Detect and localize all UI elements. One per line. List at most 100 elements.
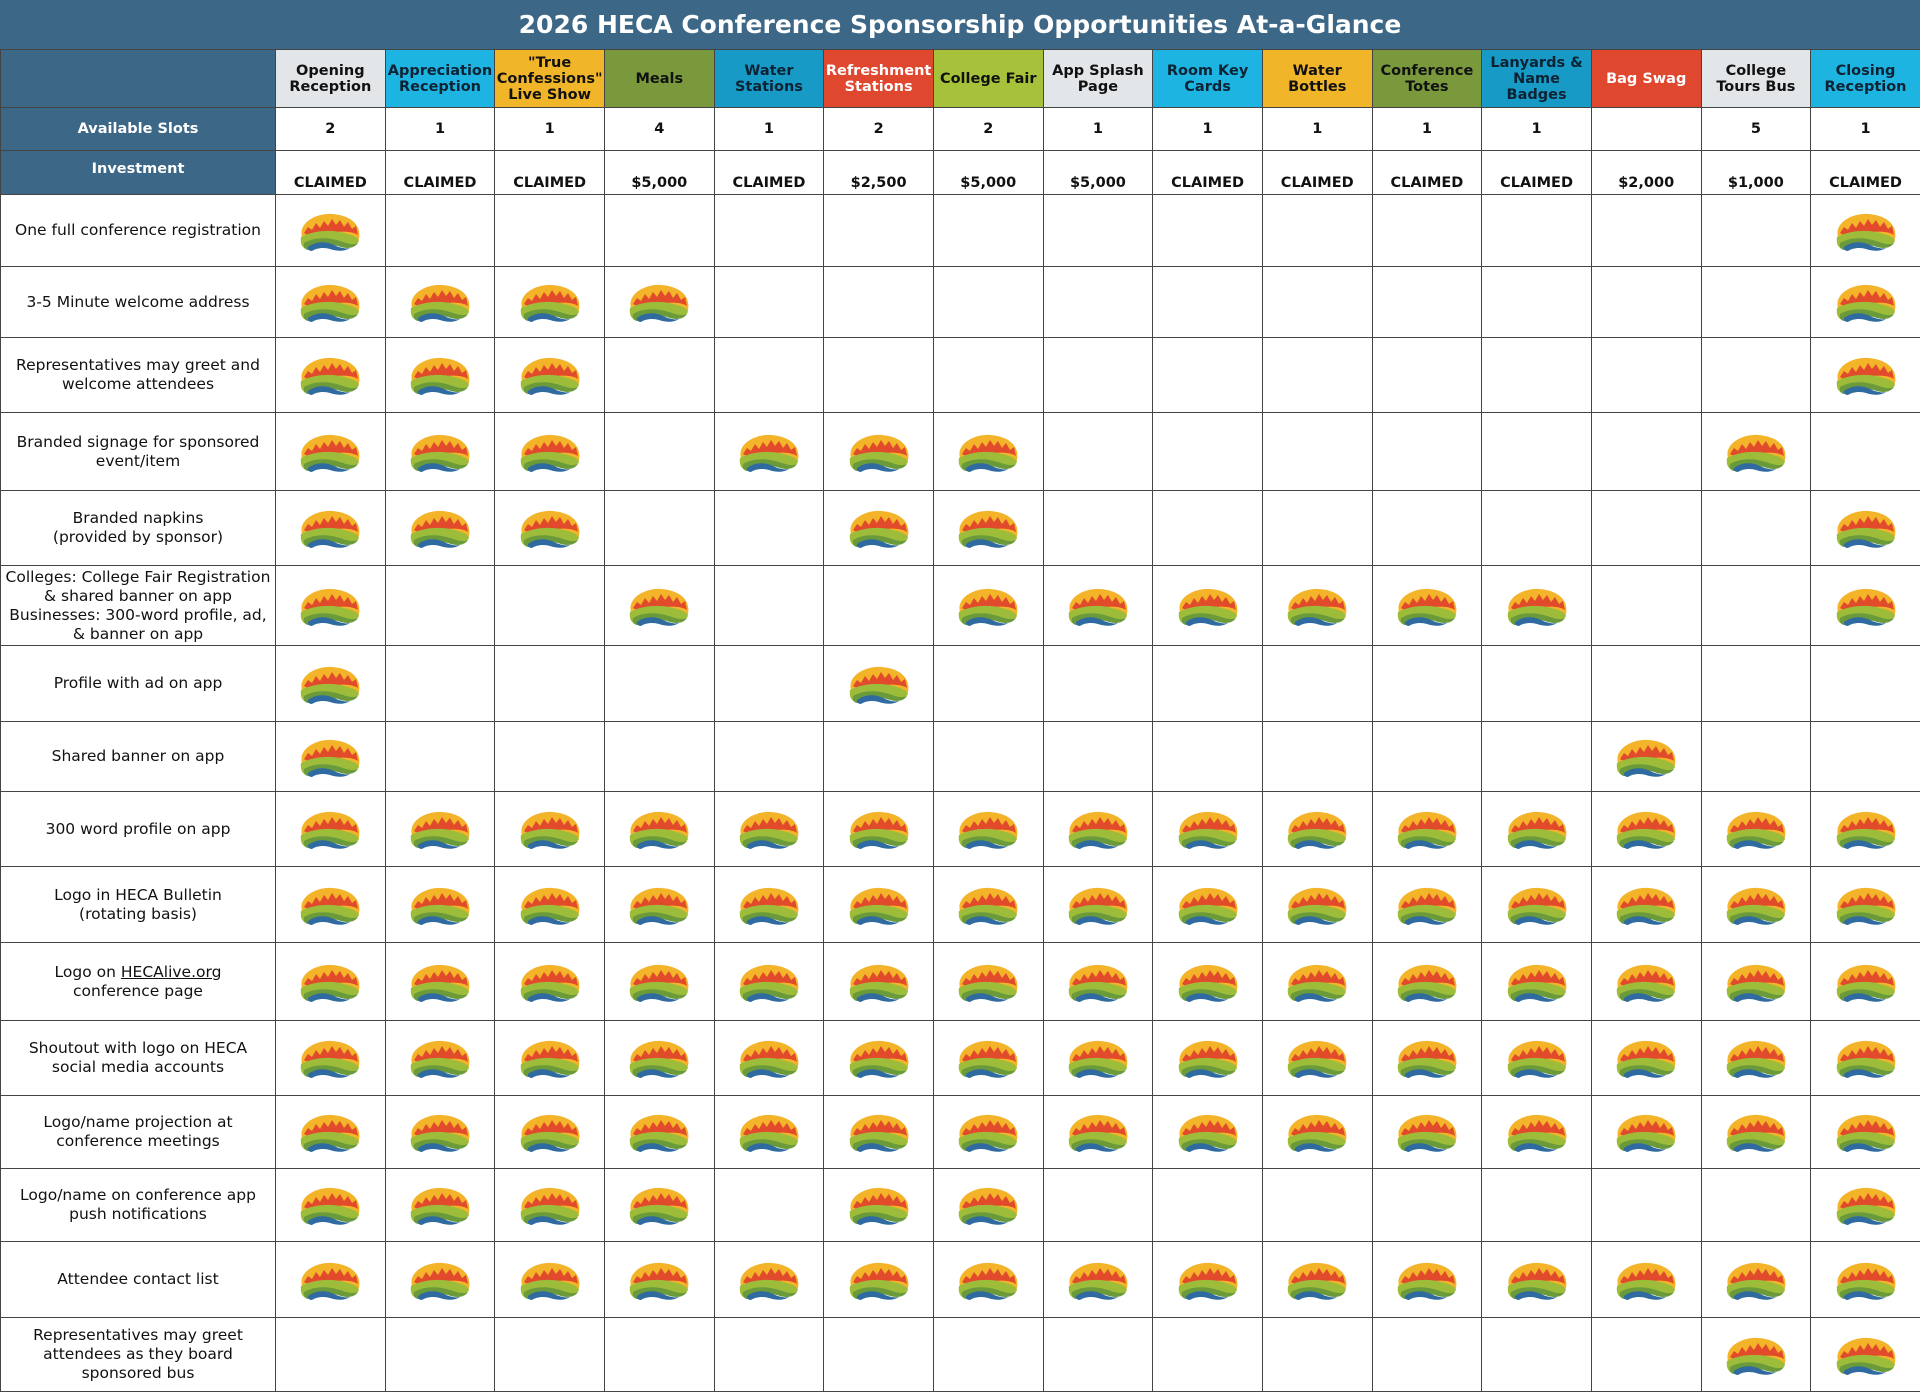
benefit-cell (1701, 338, 1811, 413)
benefit-label: Logo/name on conference app push notific… (1, 1169, 276, 1242)
included-icon (1722, 1333, 1790, 1377)
benefit-cell (276, 943, 386, 1021)
benefit-cell (933, 867, 1043, 943)
included-icon (625, 1036, 693, 1080)
included-icon (516, 960, 584, 1004)
benefit-cell (1043, 1318, 1153, 1392)
included-icon (1174, 1258, 1242, 1302)
included-icon (1174, 960, 1242, 1004)
benefit-cell (495, 867, 605, 943)
included-icon (1174, 1036, 1242, 1080)
benefit-cell (1372, 1318, 1482, 1392)
benefit-cell (604, 195, 714, 267)
benefit-cell (714, 1318, 824, 1392)
included-icon (1283, 1110, 1351, 1154)
included-icon (296, 1258, 364, 1302)
benefit-cell (385, 1169, 495, 1242)
benefit-cell (276, 1169, 386, 1242)
label-text: One full conference registration (15, 221, 261, 239)
included-icon (296, 1036, 364, 1080)
column-header: Meals (604, 50, 714, 108)
benefit-cell (1811, 491, 1920, 566)
slots-cell: 2 (933, 108, 1043, 151)
benefit-cell (1043, 792, 1153, 867)
benefit-cell (604, 413, 714, 491)
benefit-cell (1372, 867, 1482, 943)
included-icon (625, 1110, 693, 1154)
investment-cell: $5,000 (933, 151, 1043, 195)
benefit-row: Shoutout with logo on HECA social media … (1, 1021, 1920, 1096)
benefit-cell (495, 1318, 605, 1392)
included-icon (1612, 883, 1680, 927)
benefit-cell (1811, 566, 1920, 646)
benefit-cell (933, 1169, 1043, 1242)
benefit-cell (385, 1021, 495, 1096)
investment-cell: CLAIMED (495, 151, 605, 195)
column-header: Refreshment Stations (824, 50, 934, 108)
benefit-cell (1043, 338, 1153, 413)
benefit-cell (1153, 943, 1263, 1021)
benefit-row: Logo/name projection at conference meeti… (1, 1096, 1920, 1169)
benefit-cell (1591, 792, 1701, 867)
benefit-cell (933, 1318, 1043, 1392)
page-title: 2026 HECA Conference Sponsorship Opportu… (0, 0, 1920, 49)
included-icon (625, 960, 693, 1004)
included-icon (1832, 1036, 1900, 1080)
benefit-cell (1372, 792, 1482, 867)
included-icon (1393, 1036, 1461, 1080)
included-icon (625, 807, 693, 851)
benefit-cell (1262, 867, 1372, 943)
benefit-label: Branded napkins (provided by sponsor) (1, 491, 276, 566)
benefit-cell (495, 943, 605, 1021)
benefit-cell (1153, 491, 1263, 566)
benefit-row: Logo in HECA Bulletin (rotating basis) (1, 867, 1920, 943)
benefit-cell (1262, 792, 1372, 867)
included-icon (845, 960, 913, 1004)
benefit-cell (824, 338, 934, 413)
benefit-label: Colleges: College Fair Registration & sh… (1, 566, 276, 646)
benefit-cell (1262, 267, 1372, 338)
benefit-cell (1591, 1021, 1701, 1096)
included-icon (1832, 960, 1900, 1004)
included-icon (954, 506, 1022, 550)
benefit-cell (1701, 1169, 1811, 1242)
slots-cell: 1 (385, 108, 495, 151)
benefit-cell (1482, 943, 1592, 1021)
benefit-cell (1043, 195, 1153, 267)
label-text: Attendee contact list (57, 1270, 218, 1288)
included-icon (1064, 1036, 1132, 1080)
benefit-cell (1591, 338, 1701, 413)
benefit-cell (604, 1169, 714, 1242)
investment-cell: $5,000 (1043, 151, 1153, 195)
benefit-cell (276, 867, 386, 943)
included-icon (845, 506, 913, 550)
benefit-cell (1262, 1318, 1372, 1392)
link[interactable]: HECAlive.org (121, 963, 222, 981)
included-icon (1722, 883, 1790, 927)
included-icon (1832, 1183, 1900, 1227)
benefit-cell (714, 267, 824, 338)
slots-cell: 1 (495, 108, 605, 151)
investment-cell: CLAIMED (1262, 151, 1372, 195)
included-icon (845, 1183, 913, 1227)
included-icon (296, 353, 364, 397)
benefit-row: Attendee contact list (1, 1242, 1920, 1318)
benefit-label: Branded signage for sponsored event/item (1, 413, 276, 491)
benefit-cell (1262, 566, 1372, 646)
included-icon (406, 1036, 474, 1080)
benefit-cell (714, 195, 824, 267)
benefit-cell (1043, 491, 1153, 566)
benefit-cell (1811, 1242, 1920, 1318)
investment-cell: CLAIMED (276, 151, 386, 195)
benefit-cell (495, 1242, 605, 1318)
included-icon (845, 807, 913, 851)
included-icon (1832, 280, 1900, 324)
benefit-cell (1482, 338, 1592, 413)
included-icon (406, 353, 474, 397)
included-icon (516, 1183, 584, 1227)
benefit-cell (1043, 566, 1153, 646)
benefit-cell (1701, 867, 1811, 943)
benefit-cell (385, 943, 495, 1021)
included-icon (296, 506, 364, 550)
benefit-row: One full conference registration (1, 195, 1920, 267)
